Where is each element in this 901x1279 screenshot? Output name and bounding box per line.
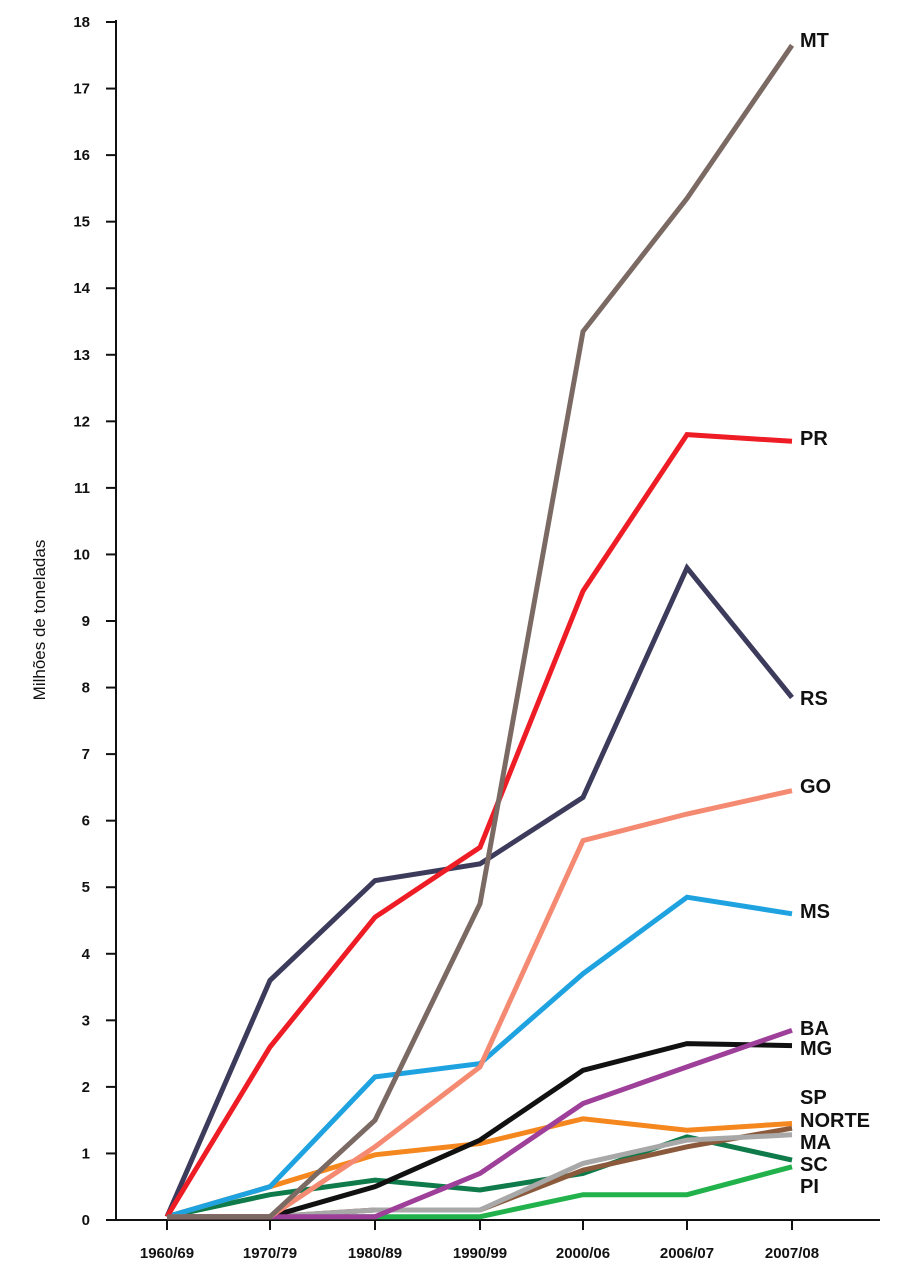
- y-tick-label: 2: [82, 1079, 90, 1096]
- series-label-sp: SP: [800, 1087, 827, 1109]
- y-tick-label: 12: [73, 413, 90, 430]
- y-tick-label: 17: [73, 81, 90, 98]
- y-tick-label: 5: [82, 879, 90, 896]
- y-tick-label: 14: [73, 280, 90, 297]
- series-label-mg: MG: [800, 1038, 832, 1060]
- series-label-mt: MT: [800, 30, 829, 52]
- series-label-pi: PI: [800, 1176, 819, 1198]
- series-line-norte: [166, 1116, 793, 1220]
- series-label-go: GO: [800, 776, 831, 798]
- y-tick-label: 10: [73, 546, 90, 563]
- x-tick-label: 1960/69: [140, 1245, 194, 1262]
- series-label-ms: MS: [800, 901, 830, 923]
- x-tick-label: 1990/99: [453, 1245, 507, 1262]
- series-line-sc: [166, 1134, 793, 1220]
- series-label-sc: SC: [800, 1154, 828, 1176]
- y-tick-label: 3: [82, 1012, 90, 1029]
- x-tick-label: 2006/07: [660, 1245, 714, 1262]
- series-line-pr: [164, 432, 793, 1218]
- y-axis-label: Milhões de toneladas: [30, 540, 49, 701]
- x-tick-label: 2000/06: [556, 1245, 610, 1262]
- series-line-ms: [166, 894, 793, 1220]
- series-label-ba: BA: [800, 1018, 829, 1040]
- x-tick-label: 1970/79: [243, 1245, 297, 1262]
- x-axis-ticks: 1960/69 1970/79 1980/89 1990/99 2000/06 2006/…: [140, 1220, 819, 1262]
- y-tick-label: 13: [73, 347, 90, 364]
- y-tick-label: 18: [73, 14, 90, 31]
- x-tick-label: 2007/08: [765, 1245, 819, 1262]
- x-tick-label: 1980/89: [348, 1245, 402, 1262]
- y-tick-label: 11: [74, 480, 90, 497]
- series-line-rs: [164, 563, 794, 1218]
- y-tick-label: 7: [82, 746, 90, 763]
- series-line-mt: [167, 43, 795, 1220]
- series-label-pr: PR: [800, 428, 828, 450]
- y-tick-label: 4: [82, 946, 91, 963]
- y-tick-label: 0: [82, 1212, 90, 1229]
- series-label-rs: RS: [800, 688, 828, 710]
- y-tick-label: 9: [82, 613, 90, 630]
- y-tick-label: 1: [82, 1145, 90, 1162]
- series-label-norte: NORTE: [800, 1110, 870, 1132]
- y-tick-label: 6: [82, 813, 90, 830]
- series-lines: [164, 43, 795, 1220]
- series-label-ma: MA: [800, 1132, 831, 1154]
- y-tick-label: 8: [82, 680, 90, 697]
- y-tick-label: 15: [73, 214, 90, 231]
- y-tick-label: 16: [73, 147, 90, 164]
